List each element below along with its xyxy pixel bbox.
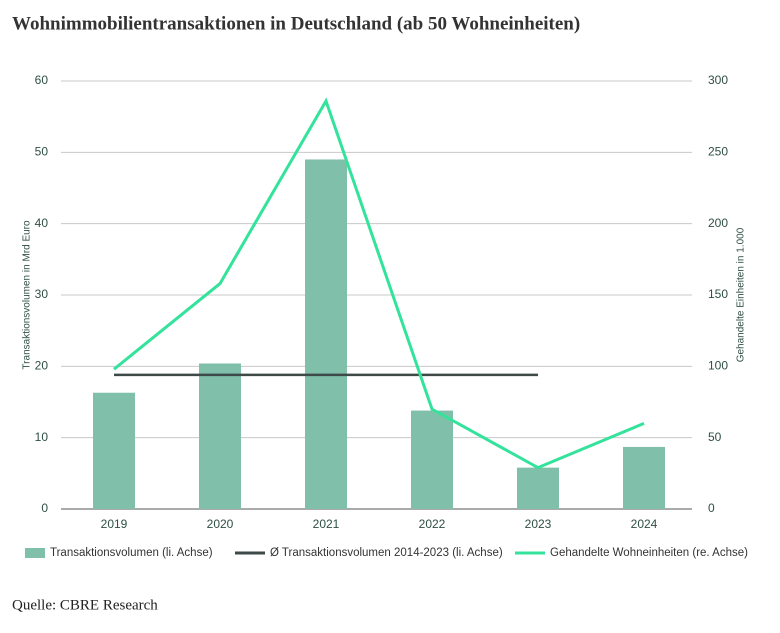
source: Quelle: CBRE Research: [12, 597, 158, 613]
chart-title: Wohnimmobilientransaktionen in Deutschla…: [12, 13, 580, 34]
line: [113, 97, 645, 470]
x-tick-label: 2023: [525, 517, 552, 531]
bar: [411, 410, 453, 509]
y2-tick-label: 200: [708, 216, 728, 230]
y2-tick-label: 250: [708, 145, 728, 159]
bar: [93, 392, 135, 509]
y-tick-label: 60: [35, 73, 49, 87]
x-tick-label: 2020: [207, 517, 234, 531]
y-tick-label: 30: [35, 287, 49, 301]
y2-tick-label: 100: [708, 359, 728, 373]
y-axis-label: Transaktionsvolumen in Mrd Euro: [22, 220, 33, 370]
legend-label: Ø Transaktionsvolumen 2014-2023 (li. Ach…: [270, 547, 503, 559]
y2-tick-label: 0: [708, 501, 715, 515]
y-tick-label: 20: [35, 359, 49, 373]
legend-label: Transaktionsvolumen (li. Achse): [50, 547, 213, 559]
legend-swatch: [25, 548, 45, 558]
bar: [305, 159, 347, 509]
x-tick-label: 2022: [419, 517, 446, 531]
bar: [199, 363, 241, 509]
x-tick-label: 2024: [631, 517, 658, 531]
y-tick-label: 10: [35, 430, 49, 444]
y2-tick-label: 300: [708, 73, 728, 87]
y-tick-label: 50: [35, 145, 49, 159]
y2-tick-label: 50: [708, 430, 722, 444]
bar: [623, 446, 665, 509]
y2-tick-label: 150: [708, 287, 728, 301]
x-tick-label: 2019: [101, 517, 128, 531]
x-tick-label: 2021: [313, 517, 340, 531]
y-tick-label: 40: [35, 216, 49, 230]
y-tick-label: 0: [41, 501, 48, 515]
y2-axis-label: Gehandelte Einheiten in 1.000: [736, 227, 747, 362]
legend-label: Gehandelte Wohneinheiten (re. Achse): [550, 547, 748, 559]
bar: [517, 467, 559, 509]
